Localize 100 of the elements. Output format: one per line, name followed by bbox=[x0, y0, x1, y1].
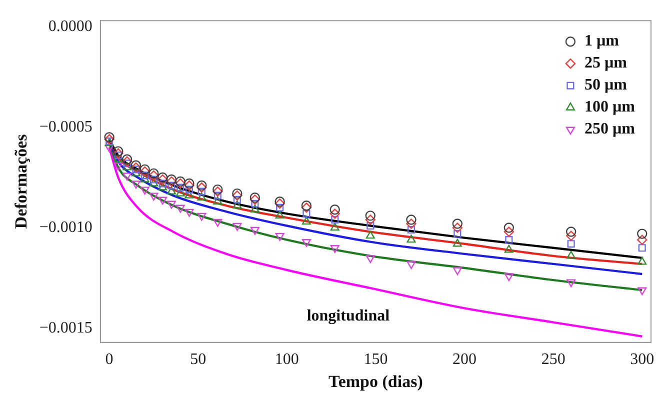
point bbox=[176, 204, 185, 213]
point bbox=[452, 222, 463, 233]
point bbox=[131, 168, 140, 176]
point bbox=[406, 214, 416, 225]
point bbox=[407, 226, 416, 234]
point bbox=[566, 226, 576, 237]
point bbox=[149, 178, 158, 186]
legend-label: 25 µm bbox=[584, 54, 628, 72]
point bbox=[452, 218, 463, 229]
point bbox=[302, 216, 311, 225]
point bbox=[567, 240, 575, 248]
point bbox=[114, 162, 123, 171]
point bbox=[176, 184, 184, 192]
x-tick-label: 100 bbox=[274, 351, 299, 368]
point bbox=[197, 212, 206, 221]
point bbox=[140, 174, 150, 182]
point bbox=[366, 230, 375, 239]
point bbox=[158, 196, 168, 205]
point bbox=[184, 190, 194, 198]
x-tick-label: 300 bbox=[630, 351, 654, 368]
point bbox=[197, 192, 206, 200]
point bbox=[166, 200, 176, 209]
point bbox=[158, 182, 168, 190]
legend-label: 50 µm bbox=[584, 76, 628, 94]
x-tick-label: 150 bbox=[364, 351, 388, 368]
point bbox=[275, 232, 284, 241]
point bbox=[232, 200, 242, 208]
point bbox=[365, 214, 376, 225]
point bbox=[330, 245, 340, 253]
point bbox=[250, 204, 260, 213]
point bbox=[213, 196, 222, 204]
point bbox=[330, 222, 340, 231]
point bbox=[452, 238, 462, 247]
point bbox=[114, 154, 123, 162]
point bbox=[406, 234, 416, 243]
x-tick-label: 200 bbox=[452, 351, 477, 368]
point bbox=[158, 180, 166, 188]
point bbox=[504, 226, 514, 237]
point bbox=[330, 208, 340, 219]
point bbox=[250, 226, 260, 235]
point bbox=[638, 244, 646, 252]
point bbox=[123, 160, 131, 168]
y-tick-label: 0.0000 bbox=[48, 18, 92, 35]
point bbox=[302, 238, 311, 247]
point bbox=[141, 172, 149, 180]
point bbox=[504, 222, 514, 233]
point bbox=[275, 210, 284, 219]
point bbox=[104, 144, 114, 152]
legend-label: 250 µm bbox=[584, 120, 636, 138]
point bbox=[302, 210, 310, 218]
point bbox=[330, 204, 340, 215]
x-axis-title: Tempo (dias) bbox=[328, 372, 423, 392]
point bbox=[140, 186, 150, 195]
point bbox=[366, 222, 374, 230]
point bbox=[122, 162, 132, 170]
point bbox=[232, 222, 242, 231]
point bbox=[184, 208, 194, 217]
point bbox=[638, 287, 647, 296]
x-tick-label: 50 bbox=[190, 351, 206, 368]
point bbox=[168, 182, 176, 190]
point bbox=[213, 218, 222, 227]
point bbox=[452, 267, 462, 276]
x-tick-label: 0 bbox=[105, 351, 114, 368]
point bbox=[505, 236, 513, 244]
point bbox=[233, 196, 241, 204]
point bbox=[504, 273, 514, 282]
point bbox=[406, 218, 416, 229]
x-tick-label: 250 bbox=[541, 351, 566, 368]
point bbox=[406, 261, 416, 270]
point bbox=[638, 256, 647, 265]
point bbox=[122, 172, 132, 181]
y-tick-label: −0.0005 bbox=[39, 118, 92, 136]
legend-label: 1 µm bbox=[584, 32, 620, 50]
y-tick-label: −0.0010 bbox=[39, 218, 92, 236]
point bbox=[566, 279, 576, 288]
point bbox=[198, 188, 206, 196]
y-axis-title: Deformações bbox=[12, 134, 31, 229]
point bbox=[366, 255, 375, 264]
point bbox=[149, 192, 158, 201]
annotation: longitudinal bbox=[306, 307, 390, 324]
point bbox=[114, 152, 122, 160]
point bbox=[214, 192, 222, 200]
point bbox=[365, 210, 376, 221]
point bbox=[176, 188, 185, 196]
point bbox=[150, 176, 158, 184]
point bbox=[166, 186, 176, 194]
point bbox=[185, 186, 194, 194]
point bbox=[331, 216, 339, 224]
point bbox=[276, 204, 284, 212]
point bbox=[132, 166, 140, 174]
point bbox=[637, 228, 648, 239]
point bbox=[454, 230, 462, 238]
point bbox=[566, 230, 576, 241]
point bbox=[131, 180, 140, 189]
y-tick-label: −0.0015 bbox=[39, 320, 92, 337]
point bbox=[504, 244, 514, 253]
point bbox=[566, 250, 576, 259]
legend-label: 100 µm bbox=[584, 98, 636, 116]
point bbox=[637, 234, 648, 245]
point bbox=[251, 200, 259, 208]
